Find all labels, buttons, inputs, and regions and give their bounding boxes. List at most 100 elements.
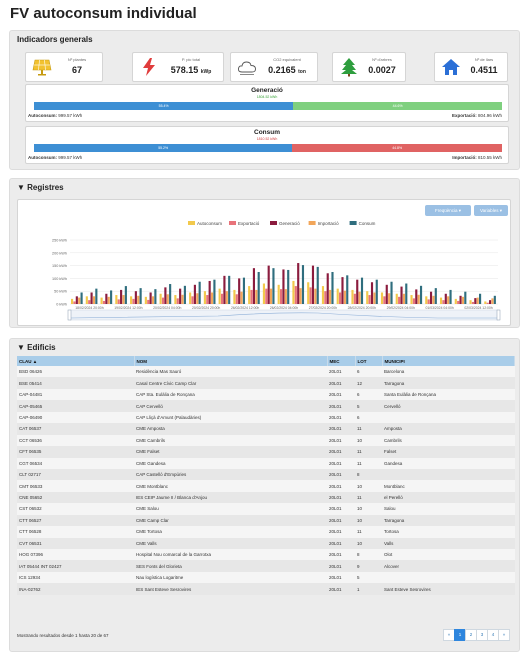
column-municipi-cell: Cambrils <box>382 434 515 447</box>
table-row[interactable]: BSD 06426 Residència Mas Sauró 20L01 6 Barce… <box>17 366 515 378</box>
bar-generació <box>489 300 492 304</box>
table-row[interactable]: BSE 05414 Casal Centre Cívic Camp Clar 20L… <box>17 377 515 389</box>
table-row[interactable]: CAT 06537 CME Amposta 20L01 11 Amposta <box>17 423 515 435</box>
column-nom-cell: IES Sant Esteve Sesrovires <box>134 583 327 595</box>
column-mec-header[interactable]: MEC <box>327 356 356 366</box>
column-mec-cell: 20L01 <box>327 377 355 389</box>
column-lot-cell: 10 <box>355 514 382 527</box>
edificis-toggle[interactable]: ▼ Edificis <box>17 343 56 352</box>
x-tick-label: 19/02/2024 12:00h <box>114 306 142 310</box>
bar-importació <box>240 291 243 304</box>
bar-autoconsum <box>380 292 384 304</box>
y-tick-label: 100 kWh <box>52 277 67 281</box>
bar-generació <box>370 282 374 304</box>
column-lot-cell: 11 <box>355 423 382 435</box>
table-row[interactable]: CCT 06536 CME Cambrils 20L01 10 Cambrils <box>17 434 515 447</box>
variables-button[interactable]: Variables ▾ <box>474 205 508 216</box>
table-row[interactable]: ICS 12934 Nau logística Logaritme 20L01 5 <box>17 571 515 584</box>
bar-autoconsum <box>484 301 487 304</box>
legend-label: Importació <box>318 221 340 226</box>
bar-importació <box>196 293 199 304</box>
table-row[interactable]: CLT 02717 CAP Castelló d'Empúries 20L01 8 <box>17 468 515 481</box>
table-row[interactable]: CST 06532 CME Salou 20L01 10 Salou <box>17 503 515 515</box>
bar-autoconsum <box>233 289 236 304</box>
column-mec-cell: 20L01 <box>327 491 355 504</box>
bar-importació <box>151 296 155 304</box>
bar-generació <box>459 295 462 304</box>
bar-exportació <box>457 300 460 304</box>
bar-generació <box>429 291 433 304</box>
column-nom-header[interactable]: NOM <box>134 356 328 366</box>
bar-consum <box>183 285 186 304</box>
table-row[interactable]: CTT 06528 CME Tortosa 20L01 11 Tortosa <box>17 526 515 538</box>
column-mec-cell: 20L01 <box>327 526 355 538</box>
column-mec-cell: 20L01 <box>327 560 355 572</box>
column-municipi-cell: Alcover <box>382 560 515 572</box>
bar-generació <box>326 273 329 304</box>
table-row[interactable]: HOG 07396 Hospital Nou comarcal de la Gar… <box>17 549 515 561</box>
bar-autoconsum <box>366 291 369 304</box>
registres-toggle[interactable]: ▼ Registres <box>17 183 64 192</box>
bar-exportació <box>442 300 445 304</box>
frequency-button[interactable]: Freqüència ▾ <box>425 205 471 216</box>
column-municipi-cell: Santa Eulàlia de Ronçana <box>382 388 515 401</box>
column-mec-cell: 20L01 <box>327 446 355 458</box>
bar-exportació <box>235 294 238 304</box>
bar-exportació <box>368 295 371 304</box>
table-row[interactable]: CTT 06527 CME Camp Clar 20L01 10 Tarragona <box>17 514 515 527</box>
bar-autoconsum <box>454 298 457 304</box>
column-municipi-cell: Salou <box>382 503 515 515</box>
column-clau-cell: CGT 06534 <box>17 457 134 469</box>
registres-chart-box: Freqüència ▾ Variables ▾ Autoconsum Expor… <box>17 199 511 326</box>
navigator-handle-left <box>67 309 72 321</box>
bar-consum <box>213 279 216 304</box>
column-lot-cell: 10 <box>355 434 382 447</box>
bar-generació <box>297 263 300 304</box>
y-tick-label: 0 kWh <box>56 303 67 307</box>
page-button[interactable]: » <box>498 629 510 641</box>
column-clau-cell: CAT 06537 <box>17 423 134 435</box>
column-lot-cell: 11 <box>355 457 382 469</box>
bar-importació <box>284 289 287 304</box>
table-row[interactable]: CVT 06531 CME Valls 20L01 10 Valls <box>17 537 515 549</box>
page-button[interactable]: 3 <box>476 629 488 641</box>
bar-exportació <box>294 286 297 304</box>
column-municipi-cell: Tarragona <box>382 514 515 527</box>
legend-swatch <box>270 221 277 225</box>
column-clau-cell: CFT 06535 <box>17 446 134 458</box>
column-lot-cell: 8 <box>355 549 382 561</box>
column-clau-cell: CAP-05465 <box>17 400 134 412</box>
bar-generació <box>252 268 256 304</box>
x-tick-label: 26/02/2024 04:00h <box>270 306 298 310</box>
column-municipi-header[interactable]: MUNICIPI <box>382 356 515 366</box>
bar-importació <box>270 288 273 304</box>
column-clau-header[interactable]: CLAU ▲ <box>17 356 135 366</box>
table-row[interactable]: CAP-05465 CAP Cervelló 20L01 5 Cervelló <box>17 400 515 412</box>
table-row[interactable]: CNE 05652 IES CEIP Jaume II / Blanca d'An… <box>17 491 515 504</box>
bar-generació <box>385 284 388 304</box>
table-row[interactable]: CFT 06535 CME Falset 20L01 11 Falset <box>17 446 515 458</box>
bar-consum <box>449 289 452 304</box>
table-row[interactable]: CAP-06490 CAP Lliçà d'Amunt (Palaudàries)… <box>17 411 515 424</box>
x-tick-label: 18/02/2024 20:00h <box>75 306 103 310</box>
bar-generació <box>179 288 182 304</box>
table-row[interactable]: INA-02762 IES Sant Esteve Sesrovires 20L01… <box>17 583 515 595</box>
bar-generació <box>415 289 418 304</box>
table-row[interactable]: CMT 06533 CME Montblanc 20L01 10 Montblanc <box>17 480 515 492</box>
column-nom-cell: CME Camp Clar <box>134 514 327 527</box>
edificis-title: Edificis <box>27 343 56 352</box>
column-mec-cell: 20L01 <box>327 583 355 595</box>
column-municipi-cell: Falset <box>382 446 515 458</box>
bar-exportació <box>161 297 165 304</box>
bar-exportació <box>309 287 312 304</box>
column-lot-header[interactable]: LOT <box>355 356 383 366</box>
table-row[interactable]: IAT 05444 INT 02427 SES Fonts del Gloriet… <box>17 560 515 572</box>
legend-swatch <box>349 221 357 225</box>
kpi-arbres: Nº d'arbres 0.0027 <box>332 52 406 82</box>
registres-chart[interactable]: Autoconsum Exportació Generació Importació C… <box>18 200 512 327</box>
bar-autoconsum <box>189 292 192 304</box>
table-row[interactable]: CAP-04481 CAP Sta. Eulàlia de Ronçana 20L0… <box>17 388 515 401</box>
bar-consum <box>464 291 467 304</box>
edificis-table: CLAU ▲ NOM MEC LOT MUNICIPI BSD 06426 Residèn… <box>17 356 515 595</box>
table-row[interactable]: CGT 06534 CME Gandesa 20L01 11 Gandesa <box>17 457 515 469</box>
